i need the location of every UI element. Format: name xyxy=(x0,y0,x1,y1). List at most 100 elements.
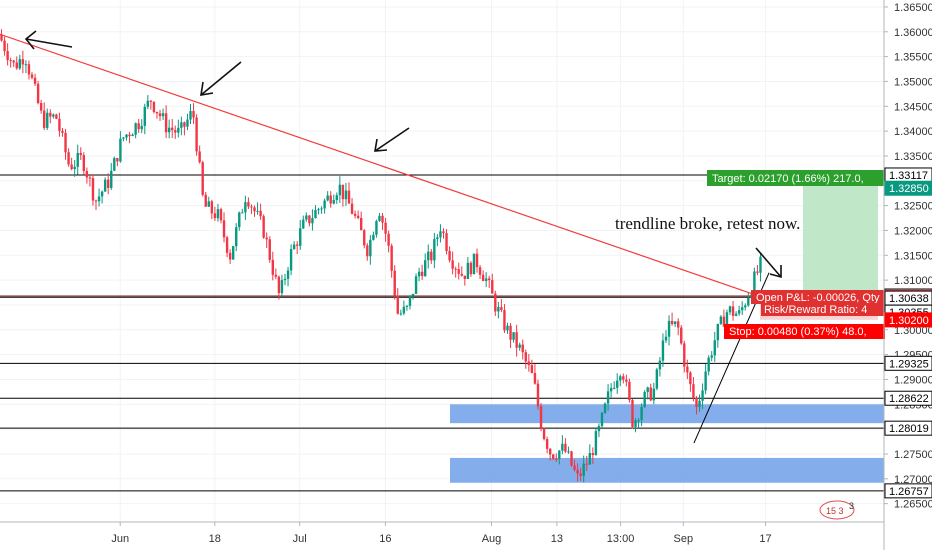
candle-body xyxy=(350,203,354,214)
candle-body xyxy=(439,231,442,238)
open-pl-label: Open P&L: -0.00026, Qty xyxy=(756,292,880,304)
risk-reward-label: Risk/Reward Ratio: 4 xyxy=(764,304,867,316)
candle-body xyxy=(308,215,311,224)
candle-body xyxy=(625,379,628,382)
candle-body xyxy=(253,207,256,212)
candle-body xyxy=(402,306,406,314)
candle-body xyxy=(174,130,177,133)
candle-body xyxy=(128,134,131,137)
candle-body xyxy=(469,262,473,275)
price-tick-label: 1.32500 xyxy=(894,201,932,213)
candle-body xyxy=(283,278,287,281)
candle-body xyxy=(88,177,92,179)
time-tick-label: Jul xyxy=(293,533,307,545)
candle-body xyxy=(149,100,153,102)
candle-body xyxy=(375,220,378,235)
candle-body xyxy=(235,227,238,247)
candle-body xyxy=(372,234,375,240)
candle-body xyxy=(18,59,22,69)
candle-body xyxy=(500,307,503,311)
candle-body xyxy=(58,118,61,131)
price-badge-bg xyxy=(884,483,932,499)
candle-body xyxy=(97,196,101,202)
candle-body xyxy=(177,127,180,133)
candle-body xyxy=(107,179,110,188)
time-tick-label: 17 xyxy=(759,533,771,545)
candle-body xyxy=(564,443,567,452)
price-tick-label: 1.35500 xyxy=(894,52,932,64)
candle-body xyxy=(341,184,345,200)
candle-body xyxy=(740,307,744,311)
candle-body xyxy=(716,323,720,341)
candle-body xyxy=(280,280,284,294)
candle-body xyxy=(231,246,235,260)
candle-body xyxy=(533,373,537,384)
candle-body xyxy=(509,325,512,340)
candle-body xyxy=(393,270,396,296)
candle-body xyxy=(719,316,723,324)
candle-body xyxy=(408,295,412,306)
candle-body xyxy=(609,387,613,392)
candle-body xyxy=(73,166,76,170)
candle-body xyxy=(225,237,229,253)
price-tick-label: 1.36000 xyxy=(894,27,932,39)
candle-body xyxy=(299,228,302,246)
candle-body xyxy=(152,101,156,112)
candle-body xyxy=(561,443,564,451)
time-tick-label: Jun xyxy=(111,533,129,545)
candle-body xyxy=(30,74,34,78)
candle-body xyxy=(33,77,37,84)
candle-body xyxy=(430,251,433,261)
candle-body xyxy=(64,132,67,153)
time-axis[interactable]: Jun 18 Jul 16 Aug 13 13:00 Sep 17 xyxy=(0,521,884,545)
candles-layer xyxy=(0,29,762,483)
candle-body xyxy=(725,312,729,327)
time-tick-label: Aug xyxy=(482,533,502,545)
candle-body xyxy=(494,293,497,312)
candle-body xyxy=(189,111,192,120)
price-tick-label: 1.34500 xyxy=(894,101,932,113)
candle-body xyxy=(521,344,524,353)
price-axis[interactable]: 1.265001.270001.275001.280001.285001.290… xyxy=(883,0,932,550)
candle-body xyxy=(363,230,366,246)
candle-body xyxy=(131,134,134,137)
candle-body xyxy=(277,276,281,294)
candle-body xyxy=(734,313,738,316)
candle-body xyxy=(433,239,436,261)
candle-body xyxy=(646,387,649,393)
candle-body xyxy=(27,64,31,75)
candle-body xyxy=(100,191,104,197)
price-tick-label: 1.26500 xyxy=(894,499,932,511)
stop-label-bg xyxy=(724,324,885,339)
arrow-4 xyxy=(755,247,782,279)
candle-body xyxy=(295,244,299,246)
candle-body xyxy=(241,212,244,214)
candle-body xyxy=(670,320,674,325)
price-tick-label: 1.35000 xyxy=(894,76,932,88)
candle-body xyxy=(466,262,470,279)
candle-body xyxy=(94,200,98,202)
time-tick-label: Sep xyxy=(674,533,694,545)
candle-body xyxy=(140,125,143,130)
demand-zone xyxy=(450,457,884,483)
candle-body xyxy=(326,195,329,201)
candle-body xyxy=(259,210,262,217)
candle-body xyxy=(713,340,716,356)
candle-body xyxy=(335,195,339,201)
candle-body xyxy=(692,384,695,398)
candle-body xyxy=(186,119,189,127)
candle-body xyxy=(82,155,86,172)
stop-label: Stop: 0.00480 (0.37%) 48.0, xyxy=(729,326,867,338)
candle-body xyxy=(3,40,6,52)
candle-body xyxy=(143,106,146,126)
watermark-logo: 15 3 3 xyxy=(819,500,855,520)
arrow-3 xyxy=(374,127,410,152)
candle-body xyxy=(113,158,116,171)
candle-body xyxy=(539,406,543,429)
candle-body xyxy=(518,344,521,348)
candle-body xyxy=(658,360,662,370)
candle-body xyxy=(628,381,631,401)
candle-body xyxy=(619,376,622,381)
candle-body xyxy=(320,208,323,210)
